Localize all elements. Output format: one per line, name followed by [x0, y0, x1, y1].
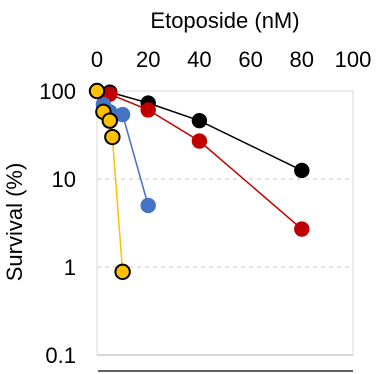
y-axis-title: Survival (%) — [2, 163, 27, 282]
axis-layer — [96, 90, 354, 372]
series-2-point-3 — [114, 106, 131, 123]
y-tick-label-2: 1 — [64, 255, 76, 280]
series-3-point-0 — [88, 82, 106, 100]
plot-frame — [96, 90, 354, 356]
x-tick-label-4: 80 — [290, 47, 314, 72]
series-layer — [88, 82, 310, 281]
x-tick-label-3: 60 — [238, 47, 262, 72]
x-tick-label-2: 40 — [187, 47, 211, 72]
series-0-point-3 — [191, 112, 208, 129]
y-tick-label-1: 10 — [52, 167, 76, 192]
x-tick-label-5: 100 — [335, 47, 372, 72]
series-3-point-3 — [104, 128, 121, 146]
label-layer: 0 20 40 60 80 100 100 10 1 0.1 Etoposide (nM) Survi… — [2, 8, 371, 368]
series-1-point-4 — [294, 221, 310, 237]
x-tick-label-0: 0 — [91, 47, 103, 72]
y-tick-label-0: 100 — [39, 79, 76, 104]
series-1-point-2 — [140, 102, 156, 118]
series-3-point-2 — [101, 112, 119, 129]
x-tick-label-1: 20 — [136, 47, 160, 72]
series-1-point-3 — [191, 133, 208, 149]
series-2-point-4 — [140, 197, 156, 214]
y-tick-label-3: 0.1 — [45, 343, 76, 368]
grid-layer — [97, 178, 353, 268]
x-axis-title: Etoposide (nM) — [150, 8, 299, 33]
series-0-point-4 — [294, 162, 310, 179]
series-3-point-4 — [114, 263, 131, 281]
